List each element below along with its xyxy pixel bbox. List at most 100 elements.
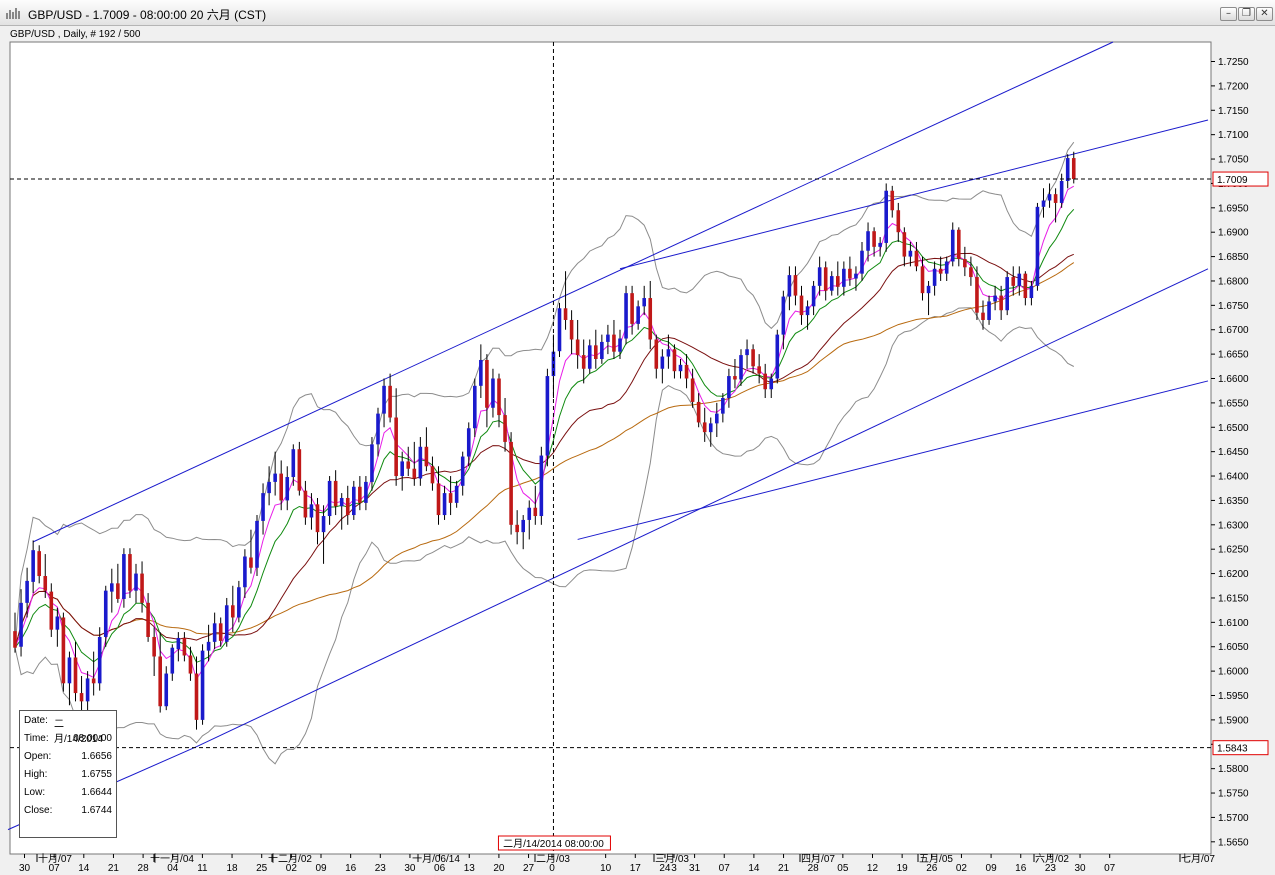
bullish-candle xyxy=(400,451,404,491)
candle-body xyxy=(158,656,162,707)
bearish-candle xyxy=(182,632,187,662)
candle-body xyxy=(85,678,90,702)
candlesticks xyxy=(13,151,1076,730)
y-tick-label: 1.6000 xyxy=(1218,667,1249,678)
bearish-candle xyxy=(533,485,538,525)
candle-body xyxy=(339,497,344,507)
x-tick-label: 24 xyxy=(659,863,671,874)
x-tick-label: 05 xyxy=(837,863,849,874)
bearish-candle xyxy=(975,266,979,320)
bullish-candle xyxy=(273,451,277,496)
candle-body xyxy=(194,673,199,720)
y-tick-label: 1.6800 xyxy=(1218,276,1249,287)
time-axis: 30 07 14 21 28 04 11 18 25 02 09 16 23 30 06 13 20 27 0 310… xyxy=(19,852,1215,874)
title-bar: GBP/USD - 1.7009 - 08:00:00 20 六月 (CST) … xyxy=(0,0,1275,26)
price-chart[interactable]: GBP/USD , Daily, # 192 / 500 1.7250 1.720… xyxy=(0,26,1275,875)
bearish-candle xyxy=(581,339,586,384)
bearish-candle xyxy=(503,398,507,452)
candle-body xyxy=(636,306,640,324)
bearish-candle xyxy=(896,202,901,242)
chart-area[interactable]: GBP/USD , Daily, # 192 / 500 1.7250 1.720… xyxy=(0,26,1275,875)
bearish-candle xyxy=(73,641,78,702)
bullish-candle xyxy=(55,607,60,647)
candle-body xyxy=(218,623,223,641)
restore-button[interactable]: ❐ xyxy=(1238,7,1255,21)
bullish-candle xyxy=(908,241,913,267)
bearish-candle xyxy=(654,334,659,379)
x-tick-label: 14 xyxy=(748,863,760,874)
info-value: 1.6744 xyxy=(81,805,112,816)
candle-body xyxy=(642,298,646,307)
bearish-candle xyxy=(406,446,411,477)
candle-body xyxy=(932,268,937,286)
candle-body xyxy=(273,473,277,482)
candle-body xyxy=(497,378,501,416)
bearish-candle xyxy=(836,261,840,296)
bullish-candle xyxy=(539,446,544,525)
candle-body xyxy=(836,276,840,287)
candle-body xyxy=(902,232,907,257)
bearish-candle xyxy=(485,354,489,428)
bullish-candle xyxy=(370,437,374,491)
chart-header: GBP/USD , Daily, # 192 / 500 xyxy=(10,29,141,40)
candle-body xyxy=(182,637,187,656)
last-price-marker-label: 1.7009 xyxy=(1217,175,1248,186)
candle-body xyxy=(715,413,719,424)
info-row-time: Time: 08:00:00 xyxy=(24,733,112,747)
bullish-candle xyxy=(926,280,931,316)
x-tick-label: 10 xyxy=(600,863,612,874)
bullish-candle xyxy=(842,261,846,296)
bullish-candle xyxy=(721,393,725,423)
candle-body xyxy=(188,655,193,674)
candle-body xyxy=(630,293,634,324)
candle-body xyxy=(975,277,979,313)
bullish-candle xyxy=(618,329,622,359)
bullish-candle xyxy=(642,285,646,316)
last-price-marker-box xyxy=(1212,171,1269,187)
candle-body xyxy=(769,378,774,390)
x-tick-label: 21 xyxy=(778,863,790,874)
bullish-candle xyxy=(587,339,592,374)
minimize-button[interactable]: – xyxy=(1220,7,1237,21)
candle-body xyxy=(279,473,283,501)
candle-body xyxy=(442,493,447,516)
candle-body xyxy=(400,461,404,477)
bullish-candle xyxy=(817,256,822,296)
y-tick-label: 1.6550 xyxy=(1218,398,1249,409)
candle-body xyxy=(315,504,320,533)
bullish-candle xyxy=(727,368,731,408)
bearish-candle xyxy=(448,476,453,516)
trend-line xyxy=(577,380,1209,540)
bullish-candle xyxy=(466,422,471,467)
bullish-candle xyxy=(866,222,870,262)
candle-body xyxy=(884,190,888,243)
x-tick-label: 12 xyxy=(867,863,879,874)
bullish-candle xyxy=(164,666,169,711)
candle-body xyxy=(606,334,610,342)
candle-body xyxy=(364,481,368,503)
y-tick-label: 1.6650 xyxy=(1218,350,1249,361)
candle-body xyxy=(285,477,290,501)
minimize-icon: – xyxy=(1226,8,1231,19)
bullish-candle xyxy=(261,483,265,535)
bearish-candle xyxy=(279,460,283,511)
close-button[interactable]: ✕ xyxy=(1256,7,1273,21)
bearish-candle xyxy=(158,632,162,713)
info-value: 1.6755 xyxy=(81,769,112,780)
bullish-candle xyxy=(31,540,35,594)
candle-body xyxy=(860,250,864,274)
bullish-candle xyxy=(775,329,780,384)
bullish-candle xyxy=(606,324,610,355)
bearish-candle xyxy=(823,261,828,301)
y-tick-label: 1.7200 xyxy=(1218,81,1249,92)
bullish-candle xyxy=(1035,202,1040,291)
candle-body xyxy=(987,301,991,320)
x-tick-label: 0 xyxy=(549,863,555,874)
candle-body xyxy=(206,641,211,651)
bearish-candle xyxy=(1023,271,1028,306)
x-tick-label: 26 xyxy=(926,863,938,874)
x-tick-label: 06 xyxy=(434,863,446,874)
candle-body xyxy=(224,605,229,642)
bullish-candle xyxy=(1041,188,1046,218)
bullish-candle xyxy=(944,256,949,281)
